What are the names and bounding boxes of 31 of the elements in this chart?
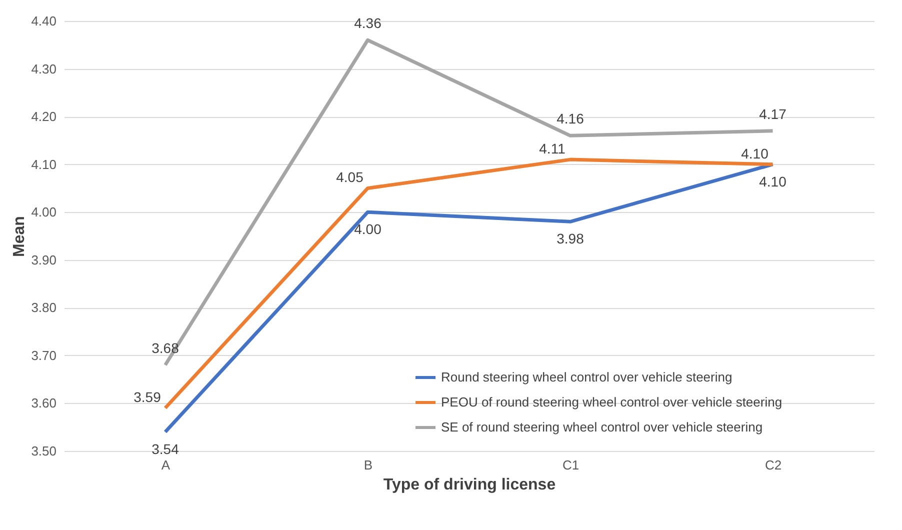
y-tick-label: 3.50 xyxy=(31,444,56,458)
data-label: 3.59 xyxy=(134,389,162,405)
data-label: 4.16 xyxy=(556,110,584,127)
data-label: 4.17 xyxy=(759,106,787,122)
x-tick-label: B xyxy=(364,458,373,472)
y-tick-label: 4.00 xyxy=(31,204,56,220)
x-axis-title: Type of driving license xyxy=(383,476,556,494)
y-tick-label: 3.80 xyxy=(31,300,56,316)
y-tick-label: 4.10 xyxy=(31,156,56,172)
data-label: 4.05 xyxy=(336,169,364,186)
data-label: 3.68 xyxy=(152,340,180,356)
data-label: 3.98 xyxy=(556,230,584,247)
y-tick-label: 3.60 xyxy=(31,396,56,411)
y-tick-label: 3.90 xyxy=(31,252,56,268)
y-tick-label: 4.30 xyxy=(31,61,56,76)
data-label: 4.11 xyxy=(539,140,566,157)
y-axis-title: Mean xyxy=(11,216,28,257)
x-tick-label: C2 xyxy=(764,458,782,472)
x-tick-label: A xyxy=(161,458,170,472)
data-label: 4.00 xyxy=(354,221,382,238)
legend-label: PEOU of round steering wheel control over vehicle steering xyxy=(441,394,782,410)
data-label: 4.36 xyxy=(354,15,382,32)
legend-label: SE of round steering wheel control over vehicle steering xyxy=(441,420,763,434)
data-label: 4.10 xyxy=(741,145,769,162)
data-label: 3.54 xyxy=(152,440,180,457)
y-tick-label: 4.20 xyxy=(31,109,56,124)
legend-label: Round steering wheel control over vehicle steering xyxy=(441,370,732,384)
y-tick-label: 4.40 xyxy=(31,14,56,28)
y-tick-label: 3.70 xyxy=(31,348,56,363)
x-tick-label: C1 xyxy=(562,458,580,472)
data-label: 4.10 xyxy=(759,173,787,190)
